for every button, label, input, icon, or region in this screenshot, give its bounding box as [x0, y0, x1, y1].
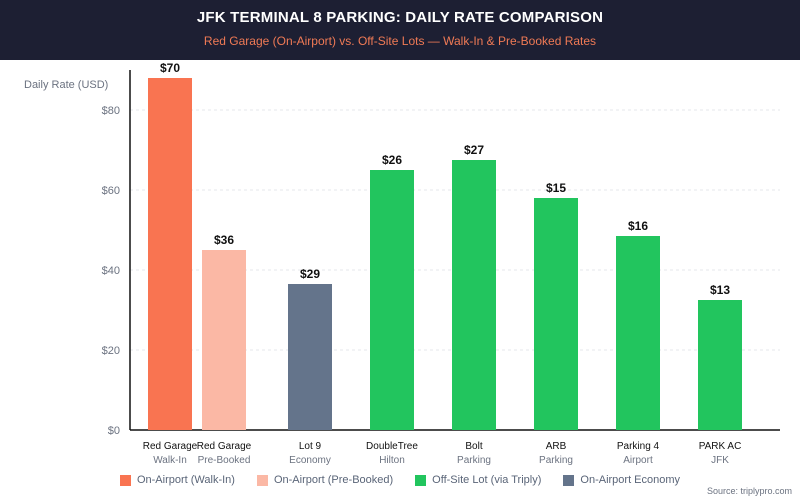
bar: [698, 300, 742, 430]
bar: [452, 160, 496, 430]
chart-header: JFK TERMINAL 8 PARKING: DAILY RATE COMPA…: [0, 0, 800, 60]
legend-label: On-Airport Economy: [580, 474, 681, 486]
legend-label: On-Airport (Pre-Booked): [273, 474, 394, 486]
x-tick-sublabel: Economy: [289, 455, 331, 466]
data-label: $27: [464, 143, 484, 157]
legend-swatch: [415, 474, 427, 486]
bar: [202, 250, 246, 430]
x-tick-sublabel: JFK: [711, 455, 729, 466]
chart-title: JFK TERMINAL 8 PARKING: DAILY RATE COMPA…: [196, 9, 604, 26]
legend-swatch: [563, 474, 575, 486]
legend-swatch: [256, 474, 268, 486]
bar: [534, 198, 578, 430]
x-tick-sublabel: Walk-In: [153, 455, 187, 466]
data-label: $13: [710, 283, 730, 297]
chart-legend: On-Airport (Walk-In) On-Airport (Pre-Book…: [0, 474, 800, 486]
x-tick-label: ARB: [546, 441, 567, 452]
legend-item: On-Airport (Walk-In): [119, 474, 235, 486]
data-label: $70: [160, 61, 180, 75]
chart-subtitle: Red Garage (On-Airport) vs. Off-Site Lot…: [203, 34, 597, 48]
x-tick-label: Lot 9: [299, 441, 322, 452]
data-label: $36: [214, 233, 234, 247]
source-note: Source: triplypro.com: [706, 486, 792, 496]
legend-item: Off-Site Lot (via Triply): [415, 474, 541, 486]
legend-swatch: [119, 474, 131, 486]
bar: [370, 170, 414, 430]
x-tick-sublabel: Airport: [623, 455, 653, 466]
legend-item: On-Airport (Pre-Booked): [256, 474, 394, 486]
x-tick-sublabel: Parking: [539, 455, 573, 466]
data-label: $16: [628, 219, 648, 233]
x-tick-label: Red Garage: [143, 441, 198, 452]
bar: [616, 236, 660, 430]
x-tick-label: PARK AC: [699, 441, 742, 452]
y-axis-label: Daily Rate (USD): [24, 79, 108, 91]
legend-label: Off-Site Lot (via Triply): [432, 474, 542, 486]
y-tick-label: $80: [102, 105, 120, 117]
bar: [148, 78, 192, 430]
legend-item: On-Airport Economy: [563, 474, 680, 486]
legend-label: On-Airport (Walk-In): [136, 474, 235, 486]
x-tick-sublabel: Parking: [457, 455, 491, 466]
x-tick-label: DoubleTree: [366, 441, 418, 452]
y-tick-label: $40: [102, 265, 120, 277]
x-tick-label: Red Garage: [197, 441, 252, 452]
x-tick-label: Bolt: [465, 441, 482, 452]
x-tick-sublabel: Hilton: [379, 455, 405, 466]
data-label: $29: [300, 267, 320, 281]
x-tick-label: Parking 4: [617, 441, 660, 452]
y-tick-label: $0: [108, 425, 120, 437]
data-label: $15: [546, 181, 566, 195]
bar: [288, 284, 332, 430]
data-label: $26: [382, 153, 402, 167]
y-tick-label: $20: [102, 345, 120, 357]
x-tick-sublabel: Pre-Booked: [198, 455, 251, 466]
y-tick-label: $60: [102, 185, 120, 197]
